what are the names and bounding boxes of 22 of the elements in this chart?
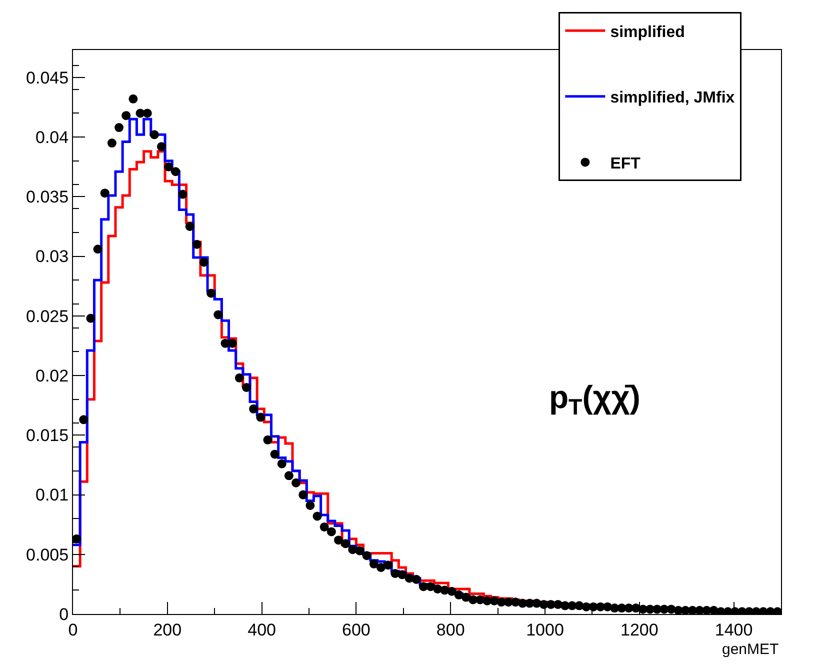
x-tick-label: 1200 <box>620 620 658 640</box>
y-tick-label: 0.025 <box>26 306 69 326</box>
y-tick-label: 0.01 <box>36 486 69 505</box>
annotation: p$_{T}$(χχ̄) <box>549 379 640 420</box>
x-tick-label: 1400 <box>714 620 753 640</box>
x-axis-title: genMET <box>722 641 779 658</box>
y-tick-label: 0.04 <box>36 128 69 147</box>
legend-label: EFT <box>610 155 641 172</box>
x-tick-label: 800 <box>436 620 465 640</box>
y-tick-label: 0.045 <box>26 68 69 88</box>
y-tick-label: 0.02 <box>36 366 69 386</box>
x-tick-label: 600 <box>342 620 370 640</box>
legend-label: simplified, JMfix <box>610 90 735 107</box>
x-tick-label: 1000 <box>526 620 564 640</box>
legend-label: simplified <box>610 24 685 41</box>
y-tick-label: 0.035 <box>26 188 69 207</box>
x-tick-label: 400 <box>248 620 276 640</box>
y-tick-label: 0.015 <box>26 426 69 446</box>
y-tick-label: 0 <box>59 604 69 624</box>
y-tick-label: 0.005 <box>26 545 69 564</box>
x-tick-label: 200 <box>153 620 182 640</box>
y-tick-label: 0.03 <box>36 247 69 266</box>
